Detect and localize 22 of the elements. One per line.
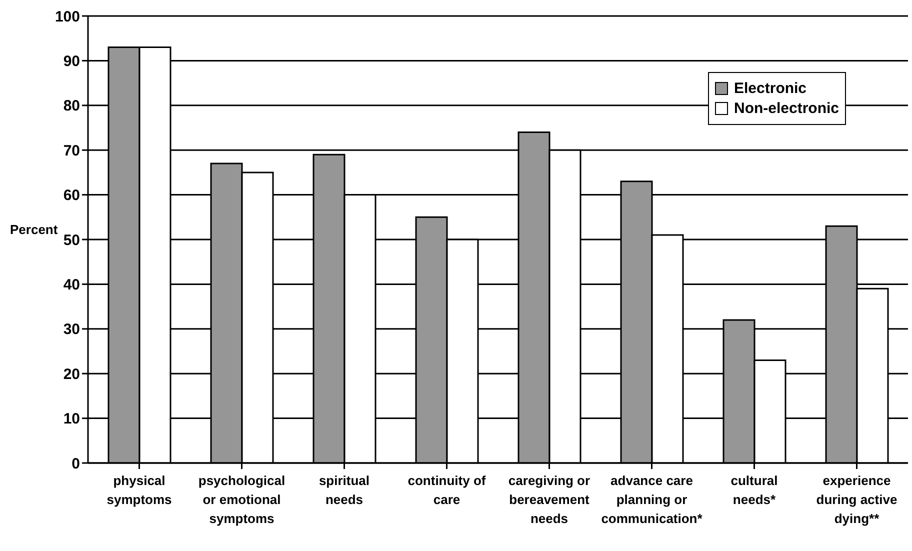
y-tick-label: 20 <box>63 366 80 383</box>
x-tick-label: continuity of care <box>408 473 486 507</box>
x-tick-label: psychological or emotional symptoms <box>198 473 286 526</box>
x-tick-label: experience during active dying** <box>816 473 898 526</box>
x-tick-label: spiritual needs <box>318 473 370 507</box>
y-axis-title: Percent <box>10 222 58 238</box>
x-tick-label: physical symptoms <box>106 473 172 507</box>
x-tick-label: cultural needs* <box>730 473 778 507</box>
y-tick-label: 0 <box>72 455 80 472</box>
y-tick-label: 70 <box>63 142 80 160</box>
y-tick-label: 90 <box>63 53 80 70</box>
y-tick-label: 80 <box>63 98 80 115</box>
y-tick-label: 40 <box>63 276 80 294</box>
y-tick-label: 10 <box>63 410 80 428</box>
y-tick-label: 50 <box>63 232 80 249</box>
y-tick-label: 60 <box>63 187 80 204</box>
legend-label: Electronic <box>734 80 807 97</box>
x-tick-label: caregiving or bereavement needs <box>508 473 590 526</box>
y-tick-label: 30 <box>63 321 80 338</box>
legend-label: Non-electronic <box>734 100 840 117</box>
x-tick-label: advance care planning or communication* <box>601 473 704 526</box>
y-tick-label: 100 <box>54 8 80 26</box>
